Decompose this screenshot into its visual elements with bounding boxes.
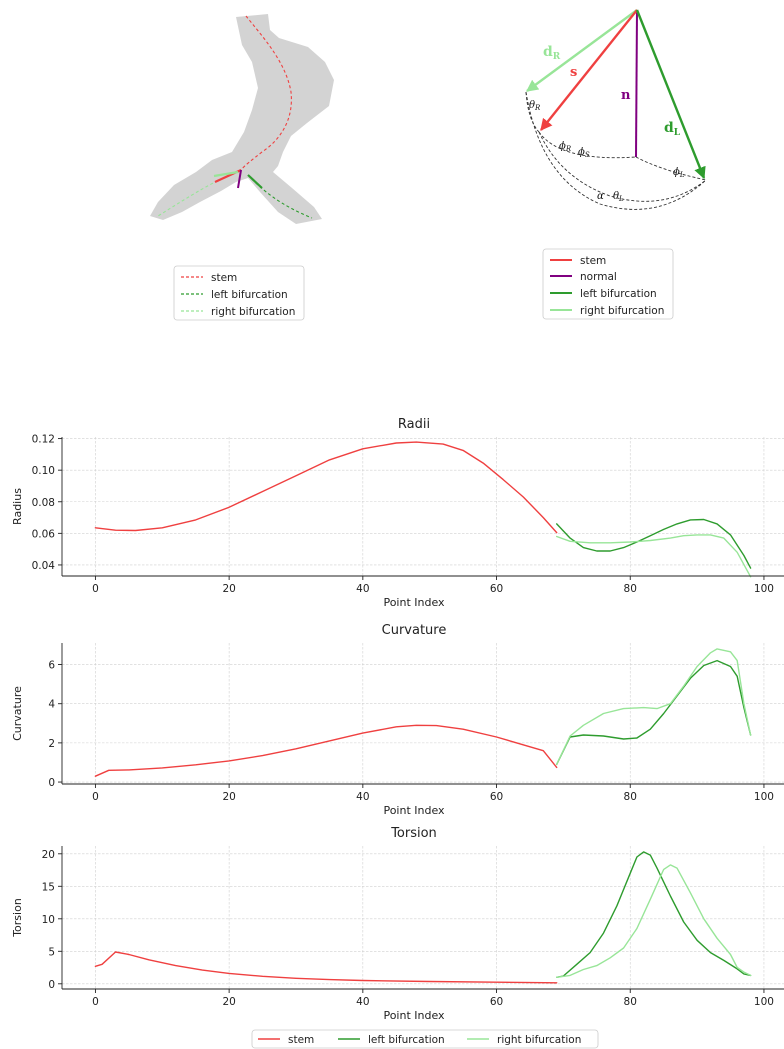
y-tick-label: 0.06 bbox=[32, 528, 56, 540]
y-tick-label: 0.10 bbox=[32, 465, 55, 477]
series-line-right-bifurcation bbox=[556, 648, 752, 766]
vessel-legend: stem left bifurcation right bifurcation bbox=[173, 265, 305, 321]
label-phi-R: ϕR bbox=[559, 141, 572, 153]
vector-dR bbox=[526, 9, 638, 92]
x-axis-label: Point Index bbox=[383, 1009, 445, 1022]
series-line-stem bbox=[94, 724, 558, 777]
vector-legend: stem normal left bifurcation right bifur… bbox=[542, 248, 674, 320]
label-s: s bbox=[570, 65, 577, 80]
x-tick-label: 20 bbox=[222, 996, 235, 1008]
chart-radii: 0 20 40 60 80 100 0.04 0.06 0.08 0.10 0.12 Radii Poi… bbox=[11, 417, 784, 609]
vessel-left-vector bbox=[247, 174, 263, 189]
arc-stem-to-normal bbox=[538, 131, 637, 159]
chart-curvature: 0 20 40 60 80 100 0 2 4 6 Curvature Point Index Curv… bbox=[11, 623, 784, 817]
vector-dL bbox=[635, 9, 706, 180]
arc-normal-to-left bbox=[635, 156, 707, 181]
x-tick-label: 40 bbox=[356, 583, 369, 595]
label-phi-S: ϕS bbox=[578, 147, 590, 159]
x-tick-label: 20 bbox=[222, 583, 235, 595]
vessel-legend-box bbox=[173, 265, 305, 321]
x-tick-label: 20 bbox=[222, 791, 235, 803]
label-n: n bbox=[621, 88, 631, 103]
y-tick-label: 4 bbox=[48, 699, 55, 711]
chart-title: Torsion bbox=[390, 826, 437, 841]
x-tick-label: 40 bbox=[356, 996, 369, 1008]
arc-right-to-left bbox=[525, 91, 707, 210]
x-tick-label: 0 bbox=[92, 583, 99, 595]
vector-schematic: dR s n dL θR ϕR ϕS ϕL α θL stem normal l… bbox=[525, 9, 707, 320]
vessel-legend-right-label: right bifurcation bbox=[211, 306, 295, 318]
arc-right-to-stem bbox=[525, 91, 540, 133]
y-tick-label: 10 bbox=[42, 914, 55, 926]
bottom-legend-left-label: left bifurcation bbox=[368, 1034, 445, 1046]
y-tick-label: 0.04 bbox=[32, 560, 56, 572]
series-line-stem bbox=[94, 951, 558, 984]
x-axis-label: Point Index bbox=[383, 596, 445, 609]
x-tick-label: 100 bbox=[754, 996, 774, 1008]
y-tick-label: 2 bbox=[48, 738, 55, 750]
series-line-left-bifurcation bbox=[556, 851, 752, 978]
chart-title: Curvature bbox=[382, 623, 447, 638]
vector-legend-left-label: left bifurcation bbox=[580, 288, 657, 300]
y-tick-label: 15 bbox=[42, 881, 55, 893]
bottom-legend-stem-label: stem bbox=[288, 1034, 314, 1046]
vector-legend-box bbox=[542, 248, 674, 320]
x-tick-label: 60 bbox=[490, 996, 503, 1008]
series-line-left-bifurcation bbox=[556, 659, 752, 766]
x-tick-label: 80 bbox=[624, 791, 637, 803]
y-tick-label: 5 bbox=[48, 946, 55, 958]
y-axis-label: Torsion bbox=[11, 898, 24, 938]
x-tick-label: 100 bbox=[754, 791, 774, 803]
vessel-stem-centerline bbox=[240, 15, 292, 171]
vessel-normal-vector bbox=[237, 169, 242, 189]
y-tick-label: 0 bbox=[48, 777, 55, 789]
vector-legend-stem-label: stem bbox=[580, 255, 606, 267]
y-tick-label: 0 bbox=[48, 979, 55, 991]
x-tick-label: 80 bbox=[624, 996, 637, 1008]
series-line-right-bifurcation bbox=[556, 534, 752, 578]
vector-normal bbox=[635, 9, 638, 158]
vessel-legend-stem-label: stem bbox=[211, 272, 237, 284]
x-axis-label: Point Index bbox=[383, 804, 445, 817]
label-dL: dL bbox=[664, 120, 681, 138]
chart-title: Radii bbox=[398, 417, 430, 432]
vessel-legend-left-label: left bifurcation bbox=[211, 289, 288, 301]
y-axis-label: Curvature bbox=[11, 686, 24, 741]
bottom-legend-box bbox=[251, 1029, 599, 1049]
vector-s bbox=[540, 9, 638, 131]
label-phi-L: ϕL bbox=[673, 167, 685, 179]
series-line-stem bbox=[94, 441, 558, 534]
x-tick-label: 100 bbox=[754, 583, 774, 595]
line-charts: 0 20 40 60 80 1000.040.060.080.100.12RadiiPoi… bbox=[11, 417, 784, 1022]
chart-torsion: 0 20 40 60 80 100 0 5 10 15 20 Torsion Point Index To… bbox=[11, 826, 784, 1022]
x-tick-label: 0 bbox=[92, 791, 99, 803]
bottom-legend: stem left bifurcation right bifurcation bbox=[251, 1029, 599, 1049]
x-tick-label: 60 bbox=[490, 791, 503, 803]
y-tick-label: 6 bbox=[48, 660, 55, 672]
y-tick-label: 20 bbox=[42, 849, 55, 861]
vessel-right-vector bbox=[213, 170, 239, 178]
x-tick-label: 40 bbox=[356, 791, 369, 803]
y-axis-label: Radius bbox=[11, 488, 24, 525]
label-dR: dR bbox=[543, 44, 561, 62]
series-line-right-bifurcation bbox=[556, 864, 752, 978]
vector-legend-right-label: right bifurcation bbox=[580, 305, 664, 317]
label-theta-R: θR bbox=[529, 100, 541, 112]
y-tick-label: 0.08 bbox=[32, 497, 55, 509]
vessel-shape bbox=[150, 14, 334, 224]
label-alpha: α bbox=[597, 191, 604, 202]
x-tick-label: 80 bbox=[624, 583, 637, 595]
vessel-schematic: stem left bifurcation right bifurcation bbox=[150, 14, 334, 321]
series-line-left-bifurcation bbox=[556, 518, 752, 569]
x-tick-label: 0 bbox=[92, 996, 99, 1008]
x-tick-label: 60 bbox=[490, 583, 503, 595]
bottom-legend-right-label: right bifurcation bbox=[497, 1034, 581, 1046]
vector-legend-normal-label: normal bbox=[580, 271, 617, 283]
y-tick-label: 0.12 bbox=[32, 434, 55, 446]
label-theta-L: θL bbox=[613, 191, 624, 203]
